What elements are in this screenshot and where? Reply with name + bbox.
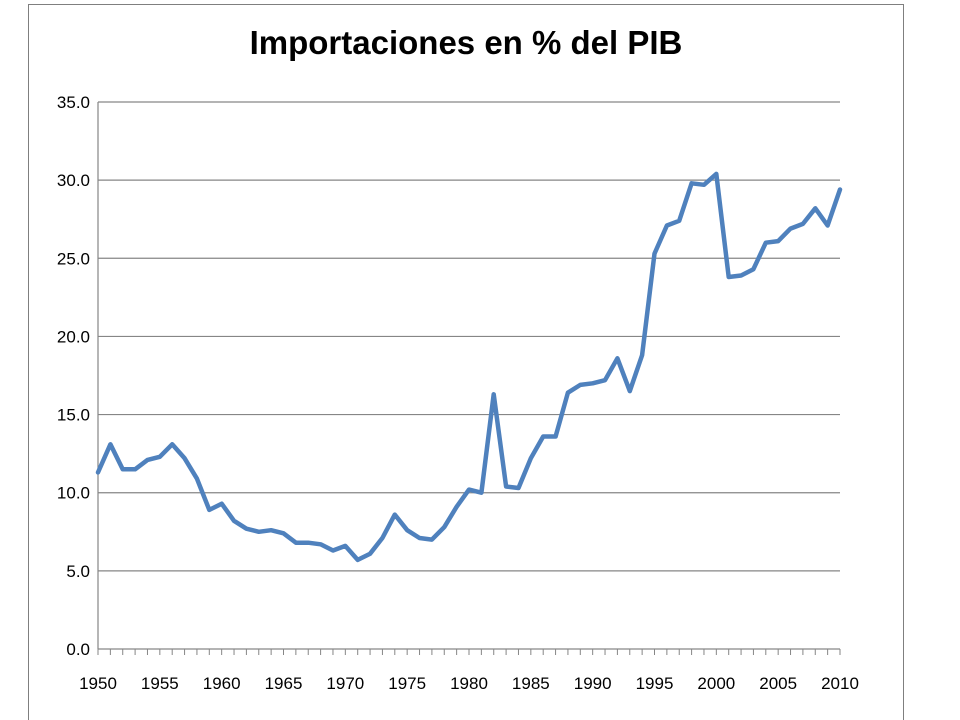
series-group <box>95 171 843 563</box>
x-tick-label: 1985 <box>512 674 550 693</box>
y-tick-label: 5.0 <box>66 562 90 581</box>
gridlines <box>98 101 840 572</box>
x-tick-label: 2010 <box>821 674 859 693</box>
y-tick-labels: 0.0 5.0 10.0 15.0 20.0 25.0 30.0 35.0 <box>57 93 90 659</box>
x-tick-label: 2000 <box>697 674 735 693</box>
y-tick-label: 30.0 <box>57 171 90 190</box>
x-tick-label: 1975 <box>388 674 426 693</box>
x-tick-label: 1970 <box>326 674 364 693</box>
x-tick-label: 1950 <box>79 674 117 693</box>
y-tick-label: 10.0 <box>57 484 90 503</box>
chart-title: Importaciones en % del PIB <box>249 24 683 61</box>
x-tick-labels: 1950 1955 1960 1965 1970 1975 1980 1985 1990 1995… <box>79 674 859 693</box>
x-tick-label: 2005 <box>759 674 797 693</box>
chart-frame <box>28 4 904 720</box>
y-tick-label: 20.0 <box>57 327 90 346</box>
x-tick-label: 1990 <box>574 674 612 693</box>
series-line <box>95 171 843 563</box>
y-tick-label: 25.0 <box>57 249 90 268</box>
x-tick-label: 1965 <box>265 674 303 693</box>
x-tick-label: 1960 <box>203 674 241 693</box>
x-tick-label: 1955 <box>141 674 179 693</box>
y-tick-label: 35.0 <box>57 93 90 112</box>
y-tick-label: 0.0 <box>66 640 90 659</box>
y-tick-label: 15.0 <box>57 406 90 425</box>
axes <box>97 102 841 655</box>
x-tick-label: 1995 <box>636 674 674 693</box>
x-tick-label: 1980 <box>450 674 488 693</box>
